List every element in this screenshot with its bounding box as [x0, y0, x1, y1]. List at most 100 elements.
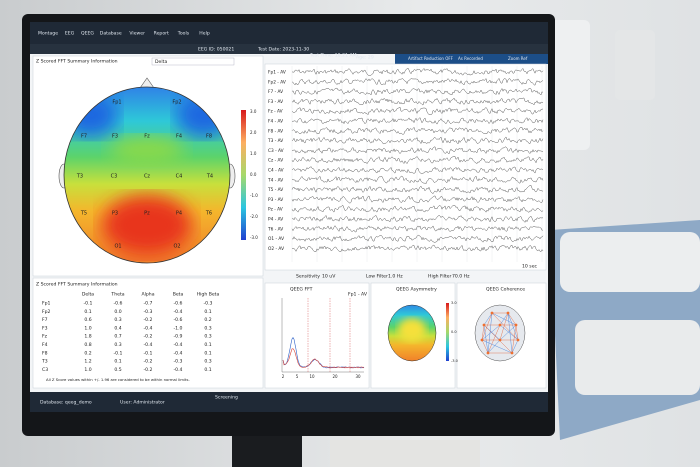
row-label: T3: [41, 359, 48, 365]
row-label: C3: [42, 367, 48, 373]
menu-item[interactable]: Database: [100, 31, 122, 37]
band-dropdown[interactable]: [151, 57, 235, 66]
cell: -0.6: [174, 301, 183, 307]
scale-label: -3.0: [250, 235, 258, 240]
electrode: O1: [114, 244, 121, 250]
fft-tick: 20: [332, 374, 338, 379]
coherence-link: [511, 339, 519, 354]
electrode: O2: [173, 244, 180, 250]
band[interactable]: Delta: [155, 59, 167, 65]
eeg-trace: [291, 225, 544, 233]
electrode: P4: [176, 211, 182, 217]
cell: 0.3: [204, 325, 211, 331]
cell: -0.4: [174, 367, 183, 373]
high-filter-label: High Filter: [428, 274, 452, 280]
topomap-title: Z Scored FFT Summary Information: [36, 59, 118, 65]
channel-label: P3 - AV: [268, 197, 283, 203]
column-header: Delta: [82, 292, 94, 298]
eeg-trace: [291, 78, 544, 86]
fft-curve: [282, 348, 365, 369]
electrode: T6: [205, 211, 212, 217]
eeg-trace: [291, 205, 544, 213]
scale-label: -2.0: [250, 214, 258, 219]
cell: 1.8: [84, 334, 91, 340]
coherence-link: [511, 324, 517, 354]
asym-scale: 3.0: [451, 301, 457, 305]
electrode: T5: [80, 211, 87, 217]
electrode: Pz: [144, 211, 150, 217]
cell: -0.2: [144, 317, 153, 323]
age: Age: 29: [356, 55, 374, 61]
coherence-link: [499, 312, 509, 326]
cell: 0.4: [114, 325, 121, 331]
coherence-link: [483, 324, 489, 354]
menu-item[interactable]: QEEG: [81, 31, 94, 37]
electrode: Fp2: [172, 100, 181, 106]
menu-item[interactable]: Report: [154, 31, 169, 37]
channel-label: O1 - AV: [268, 236, 284, 242]
sensitivity[interactable]: 10 uV: [322, 274, 336, 280]
eeg-trace: [291, 195, 544, 204]
coherence-link: [481, 324, 485, 341]
channel-label: T6 - AV: [267, 226, 283, 232]
coherence-node: [506, 311, 510, 315]
menu-item[interactable]: EEG: [65, 31, 75, 37]
menu-item[interactable]: Viewer: [129, 31, 145, 37]
row-label: F8: [42, 350, 48, 356]
eeg-trace: [291, 215, 544, 223]
coherence-node: [498, 323, 502, 327]
low-filter[interactable]: 1.0 Hz: [388, 274, 403, 280]
status-bar: [30, 392, 548, 412]
electrode: C3: [111, 174, 118, 180]
channel-label: Cz - AV: [268, 158, 283, 164]
tab[interactable]: Artifact Reduction OFF: [408, 56, 454, 61]
electrode: T4: [206, 174, 213, 180]
topomap-mid: [109, 136, 185, 164]
electrode: Fz: [144, 134, 150, 140]
scale-label: 0.0: [250, 172, 257, 177]
eeg-trace: [291, 166, 544, 175]
menu-item[interactable]: Tools: [177, 31, 190, 37]
menu-item[interactable]: Help: [199, 31, 210, 37]
electrode: P3: [112, 211, 118, 217]
coherence-link: [507, 312, 519, 341]
coherence-link: [507, 312, 517, 326]
coherence-node: [480, 338, 484, 342]
cell: -0.9: [174, 334, 183, 340]
electrode: C4: [176, 174, 183, 180]
electrode: F3: [112, 134, 118, 140]
fft-curve: [282, 337, 365, 369]
eeg-id: EEG ID: 050021: [198, 47, 234, 53]
coherence-link: [487, 339, 501, 354]
row-label: Fz: [42, 334, 48, 340]
channel-label: T5 - AV: [267, 187, 283, 193]
high-filter[interactable]: 70.0 Hz: [452, 274, 470, 280]
fft-channel: Fp1 - AV: [348, 292, 368, 298]
asym-colorbar: [446, 303, 449, 361]
sensitivity-label: Sensitivity: [296, 274, 320, 280]
cell: -0.2: [144, 367, 153, 373]
fft-panel: [264, 282, 370, 389]
column-header: Theta: [110, 292, 124, 298]
eeg-trace: [291, 185, 544, 194]
cell: 0.3: [114, 317, 121, 323]
row-label: Fp2: [42, 309, 51, 315]
cell: 0.0: [114, 309, 121, 315]
tab[interactable]: Zoom Ref: [508, 56, 528, 61]
coherence-node: [516, 338, 520, 342]
column-header: Alpha: [141, 292, 154, 298]
fft-tick: 10: [309, 374, 315, 379]
cell: -0.2: [144, 359, 153, 365]
device: [560, 232, 700, 292]
channel-label: F8 - AV: [268, 128, 283, 134]
user: User: Administrator: [120, 400, 165, 406]
tab[interactable]: As Recorded: [458, 56, 483, 61]
channel-label: T4 - AV: [267, 177, 283, 183]
coherence-link: [499, 324, 519, 341]
cell: 0.2: [84, 350, 91, 356]
electrode: T3: [76, 174, 83, 180]
menu-item[interactable]: Montage: [38, 31, 58, 37]
channel-label: Fp1 - AV: [268, 70, 286, 76]
